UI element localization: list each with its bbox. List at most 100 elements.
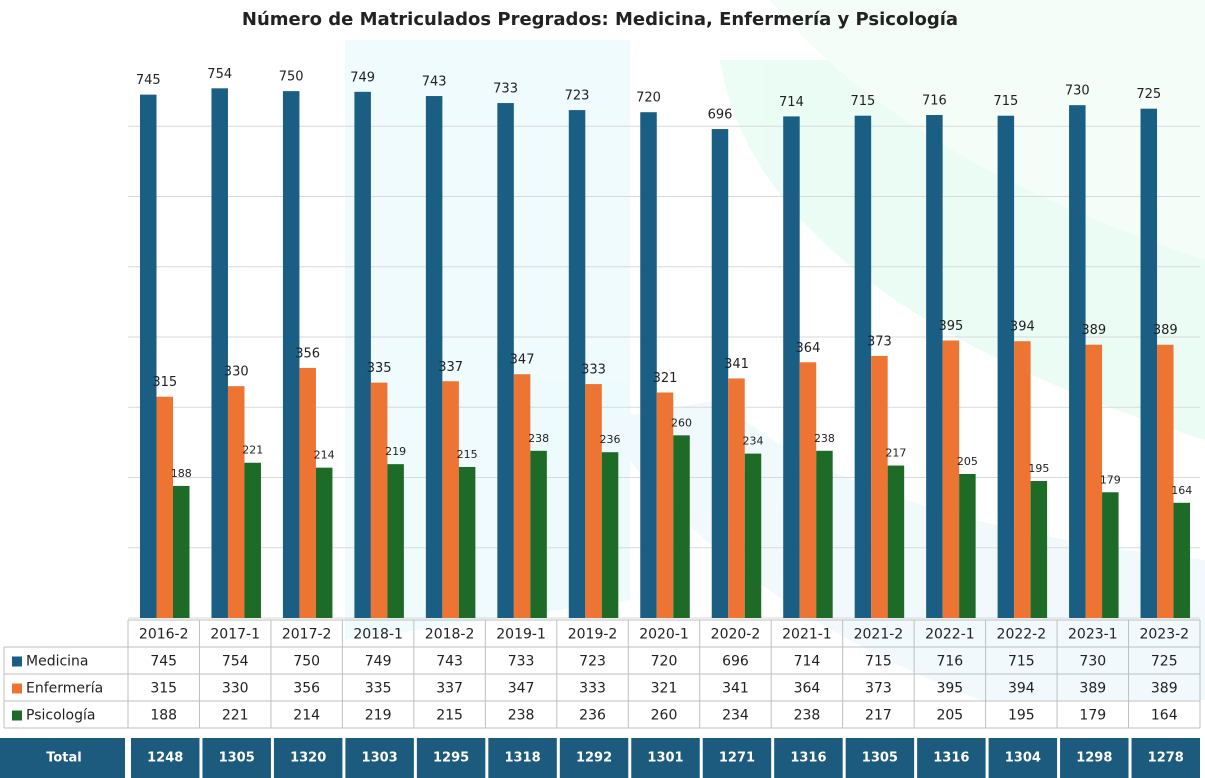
table-cell: 364 — [794, 681, 821, 697]
data-label: 743 — [422, 75, 447, 90]
table-cell: 715 — [865, 654, 892, 670]
bar — [1030, 481, 1048, 618]
bar — [711, 129, 729, 618]
data-label: 219 — [385, 445, 406, 458]
data-label: 330 — [224, 365, 249, 380]
data-label: 754 — [207, 67, 232, 82]
table-cell: 714 — [794, 654, 821, 670]
table-cell: 217 — [865, 708, 892, 724]
total-value: 1320 — [290, 751, 326, 766]
total-value: 1292 — [576, 751, 612, 766]
bar — [156, 396, 173, 618]
table-cell: 715 — [1008, 654, 1035, 670]
table-cell: 754 — [222, 654, 249, 670]
data-label: 335 — [367, 361, 392, 376]
bar — [513, 374, 531, 618]
x-tick-label: 2023-1 — [1068, 627, 1118, 643]
bar — [744, 453, 762, 618]
data-label: 333 — [581, 363, 606, 378]
total-value: 1295 — [433, 751, 469, 766]
table-cell: 725 — [1151, 654, 1178, 670]
legend-label: Psicología — [26, 708, 95, 724]
x-tick-label: 2017-1 — [210, 627, 260, 643]
data-label: 714 — [779, 95, 804, 110]
bar — [1069, 105, 1086, 619]
total-cell — [1131, 738, 1200, 778]
table-cell: 356 — [293, 681, 320, 697]
total-cell — [416, 738, 486, 778]
table-cell: 730 — [1079, 654, 1106, 670]
bar — [140, 94, 157, 618]
table-cell: 720 — [651, 654, 678, 670]
x-tick-label: 2022-2 — [997, 627, 1047, 643]
total-label-cell — [0, 738, 125, 778]
data-label: 337 — [438, 360, 463, 375]
bar — [673, 435, 690, 618]
bar — [887, 465, 905, 618]
data-label: 696 — [708, 108, 733, 123]
total-cell — [202, 738, 271, 778]
data-label: 750 — [279, 70, 304, 85]
x-tick-label: 2021-2 — [854, 627, 904, 643]
table-cell: 164 — [1151, 708, 1178, 724]
bar — [299, 367, 316, 618]
bar — [601, 452, 619, 618]
bar — [640, 112, 657, 618]
total-value: 1305 — [219, 751, 255, 766]
bar — [1173, 502, 1191, 618]
data-label: 716 — [922, 94, 947, 109]
bar — [854, 115, 872, 619]
table-cell: 219 — [365, 708, 392, 724]
data-label: 260 — [671, 416, 692, 429]
data-label: 715 — [851, 94, 876, 109]
bar — [1157, 344, 1174, 618]
bar — [244, 462, 261, 618]
table-cell: 716 — [936, 654, 963, 670]
x-tick-label: 2017-2 — [282, 627, 332, 643]
data-label: 215 — [457, 448, 478, 461]
total-cell — [988, 738, 1058, 778]
data-label: 236 — [600, 433, 621, 446]
legend-label: Enfermería — [26, 681, 103, 697]
table-cell: 723 — [579, 654, 606, 670]
data-label: 188 — [171, 467, 192, 480]
total-cell — [631, 738, 700, 778]
data-label: 205 — [957, 455, 978, 468]
data-label: 238 — [814, 432, 835, 445]
data-label: 238 — [528, 432, 549, 445]
table-cell: 347 — [508, 681, 535, 697]
bar — [1085, 344, 1103, 618]
total-label: Total — [46, 751, 82, 766]
total-value: 1278 — [1148, 751, 1184, 766]
data-label: 745 — [136, 73, 161, 88]
bar — [282, 91, 300, 618]
bar — [315, 467, 333, 618]
bar — [530, 450, 547, 618]
bar — [1014, 341, 1031, 618]
bar — [871, 355, 888, 618]
total-value: 1271 — [719, 751, 755, 766]
table-cell: 238 — [794, 708, 821, 724]
table-cell: 749 — [365, 654, 392, 670]
data-label: 315 — [152, 375, 177, 390]
x-tick-label: 2018-1 — [353, 627, 403, 643]
table-cell: 214 — [293, 708, 320, 724]
table-cell: 215 — [436, 708, 463, 724]
data-label: 221 — [242, 444, 263, 457]
legend-swatch — [12, 656, 22, 667]
bar — [799, 362, 817, 618]
legend-swatch — [12, 683, 22, 694]
total-value: 1305 — [862, 751, 898, 766]
table-cell: 321 — [651, 681, 678, 697]
data-label: 725 — [1136, 87, 1161, 102]
bar — [959, 473, 976, 618]
x-tick-label: 2018-2 — [425, 627, 475, 643]
data-label: 720 — [636, 91, 661, 106]
data-label: 341 — [724, 357, 749, 372]
x-tick-label: 2019-2 — [568, 627, 618, 643]
table-cell: 395 — [936, 681, 963, 697]
table-cell: 394 — [1008, 681, 1035, 697]
table-cell: 188 — [150, 708, 177, 724]
table-cell: 337 — [436, 681, 463, 697]
